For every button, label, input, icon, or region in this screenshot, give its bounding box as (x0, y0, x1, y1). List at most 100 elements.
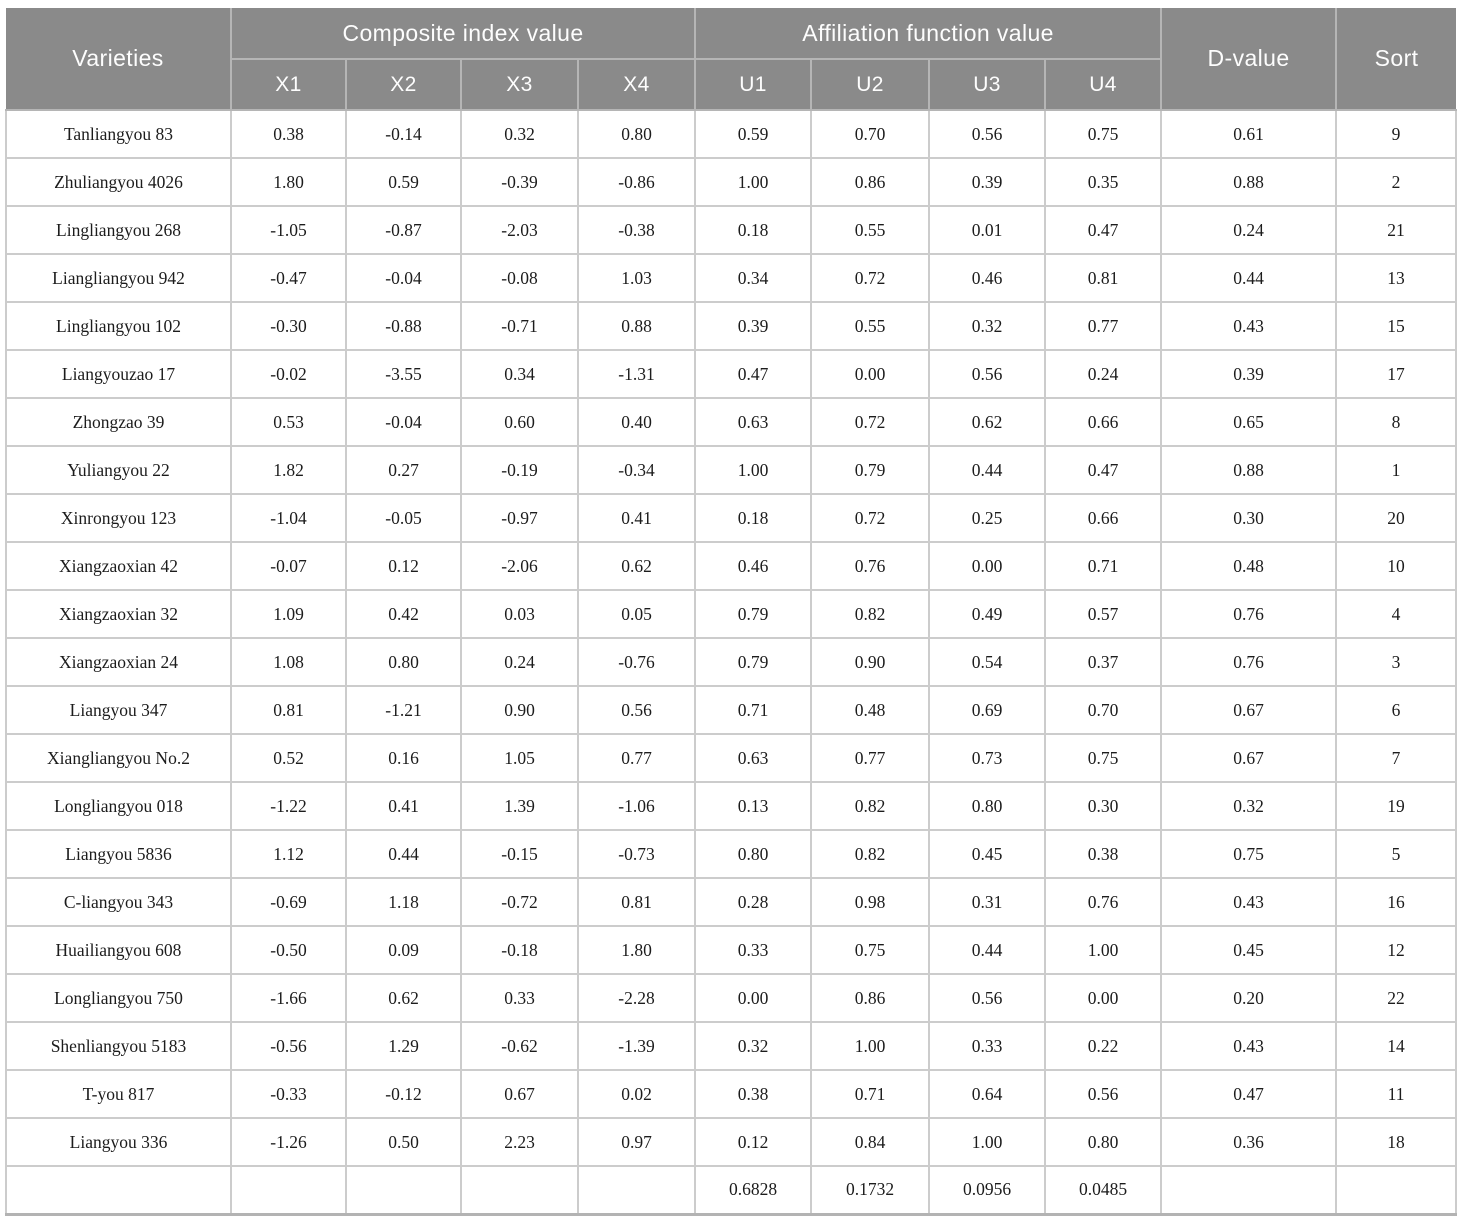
affiliation-u4-cell: 0.24 (1044, 349, 1163, 399)
affiliation-u3-cell: 0.56 (928, 349, 1047, 399)
composite-x2-cell: 1.29 (345, 1021, 462, 1071)
affiliation-u3-cell: 0.56 (928, 973, 1047, 1023)
affiliation-u2-cell: 0.82 (810, 781, 931, 831)
composite-x4-cell: 1.03 (576, 253, 697, 303)
sort-cell: 8 (1335, 397, 1458, 447)
weight-u3-cell: 0.0956 (928, 1165, 1047, 1216)
d-value-cell: 0.67 (1160, 685, 1338, 735)
composite-x3-cell-empty (460, 1165, 579, 1216)
d-value-header: D-value (1160, 8, 1338, 111)
affiliation-u4-cell: 0.76 (1044, 877, 1163, 927)
composite-x1-cell: -0.50 (230, 925, 347, 975)
composite-x3-cell: 0.67 (460, 1069, 579, 1119)
composite-x4-cell: 0.81 (576, 877, 697, 927)
composite-x1-cell: -0.56 (230, 1021, 347, 1071)
variety-cell: Lingliangyou 102 (5, 301, 232, 351)
d-value-cell: 0.43 (1160, 877, 1338, 927)
composite-x3-cell: -0.15 (460, 829, 579, 879)
composite-x4-cell: -1.06 (576, 781, 697, 831)
composite-x2-cell: 0.50 (345, 1117, 462, 1167)
table-row: Lingliangyou 268 -1.05 -0.87 -2.03 -0.38 0.18… (5, 205, 1458, 255)
composite-x1-cell: 0.52 (230, 733, 347, 783)
composite-x1-cell: -0.47 (230, 253, 347, 303)
affiliation-u3-cell: 0.31 (928, 877, 1047, 927)
affiliation-u3-cell: 0.45 (928, 829, 1047, 879)
affiliation-u1-cell: 0.38 (694, 1069, 813, 1119)
d-value-cell: 0.47 (1160, 1069, 1338, 1119)
weight-u4-cell: 0.0485 (1044, 1165, 1163, 1216)
composite-x4-cell: -0.34 (576, 445, 697, 495)
affiliation-u2-cell: 0.86 (810, 973, 931, 1023)
composite-x1-cell: -0.07 (230, 541, 347, 591)
affiliation-u3-cell: 0.33 (928, 1021, 1047, 1071)
sort-cell: 2 (1335, 157, 1458, 207)
variety-cell: Yuliangyou 22 (5, 445, 232, 495)
composite-x4-cell: 0.80 (576, 109, 697, 159)
header-row-groups: Varieties Composite index value Affiliat… (6, 8, 1457, 111)
affiliation-u2-cell: 0.72 (810, 397, 931, 447)
affiliation-u4-cell: 0.35 (1044, 157, 1163, 207)
composite-x2-cell: -0.05 (345, 493, 462, 543)
affiliation-u2-cell: 1.00 (810, 1021, 931, 1071)
composite-x2-cell: -1.21 (345, 685, 462, 735)
sort-cell: 14 (1335, 1021, 1458, 1071)
affiliation-u4-cell: 0.71 (1044, 541, 1163, 591)
composite-x3-cell: -0.18 (460, 925, 579, 975)
variety-cell: Xiangzaoxian 42 (5, 541, 232, 591)
affiliation-u3-cell: 0.56 (928, 109, 1047, 159)
affiliation-u1-cell: 0.59 (694, 109, 813, 159)
composite-index-group-header: Composite index value (229, 8, 697, 60)
composite-x2-cell: -0.14 (345, 109, 462, 159)
d-value-cell: 0.43 (1160, 1021, 1338, 1071)
table-header: Varieties Composite index value Affiliat… (6, 8, 1457, 111)
composite-x3-cell: 0.33 (460, 973, 579, 1023)
affiliation-u4-cell: 0.22 (1044, 1021, 1163, 1071)
column-header-x4: X4 (576, 58, 697, 111)
sort-cell: 3 (1335, 637, 1458, 687)
composite-x2-cell: 0.62 (345, 973, 462, 1023)
variety-cell: Huailiangyou 608 (5, 925, 232, 975)
composite-x1-cell: 0.38 (230, 109, 347, 159)
affiliation-u2-cell: 0.72 (810, 493, 931, 543)
sort-cell: 10 (1335, 541, 1458, 591)
composite-x3-cell: -2.03 (460, 205, 579, 255)
variety-cell-empty (5, 1165, 232, 1216)
affiliation-u4-cell: 0.80 (1044, 1117, 1163, 1167)
affiliation-u1-cell: 0.39 (694, 301, 813, 351)
table-row: Longliangyou 018 -1.22 0.41 1.39 -1.06 0.13 0.… (5, 781, 1458, 831)
composite-x3-cell: 0.60 (460, 397, 579, 447)
sort-cell: 20 (1335, 493, 1458, 543)
affiliation-u2-cell: 0.82 (810, 589, 931, 639)
composite-x3-cell: 0.34 (460, 349, 579, 399)
table-row: T-you 817 -0.33 -0.12 0.67 0.02 0.38 0.71 0.64 0… (5, 1069, 1458, 1119)
variety-cell: Liangyouzao 17 (5, 349, 232, 399)
affiliation-u1-cell: 0.80 (694, 829, 813, 879)
affiliation-u2-cell: 0.98 (810, 877, 931, 927)
variety-cell: Liangliangyou 942 (5, 253, 232, 303)
variety-cell: Xiangliangyou No.2 (5, 733, 232, 783)
sort-cell: 16 (1335, 877, 1458, 927)
composite-x3-cell: -0.71 (460, 301, 579, 351)
affiliation-u3-cell: 0.64 (928, 1069, 1047, 1119)
variety-cell: Xiangzaoxian 32 (5, 589, 232, 639)
sort-cell: 1 (1335, 445, 1458, 495)
variety-cell: Shenliangyou 5183 (5, 1021, 232, 1071)
composite-x4-cell: -1.31 (576, 349, 697, 399)
affiliation-u3-cell: 0.49 (928, 589, 1047, 639)
affiliation-u1-cell: 0.46 (694, 541, 813, 591)
affiliation-u1-cell: 0.34 (694, 253, 813, 303)
composite-x3-cell: -0.39 (460, 157, 579, 207)
affiliation-u2-cell: 0.82 (810, 829, 931, 879)
d-value-cell: 0.32 (1160, 781, 1338, 831)
composite-x3-cell: -0.62 (460, 1021, 579, 1071)
variety-cell: Xinrongyou 123 (5, 493, 232, 543)
variety-cell: Liangyou 5836 (5, 829, 232, 879)
table-row: Xiangzaoxian 42 -0.07 0.12 -2.06 0.62 0.46 0.7… (5, 541, 1458, 591)
table-row: Zhongzao 39 0.53 -0.04 0.60 0.40 0.63 0.72 0.62… (5, 397, 1458, 447)
affiliation-u3-cell: 0.80 (928, 781, 1047, 831)
affiliation-u1-cell: 1.00 (694, 157, 813, 207)
header-row-subcolumns: X1 X2 X3 X4 U1 U2 U3 U4 (6, 58, 1456, 111)
variety-cell: T-you 817 (5, 1069, 232, 1119)
composite-x2-cell: -0.87 (345, 205, 462, 255)
column-header-u3: U3 (928, 58, 1047, 111)
